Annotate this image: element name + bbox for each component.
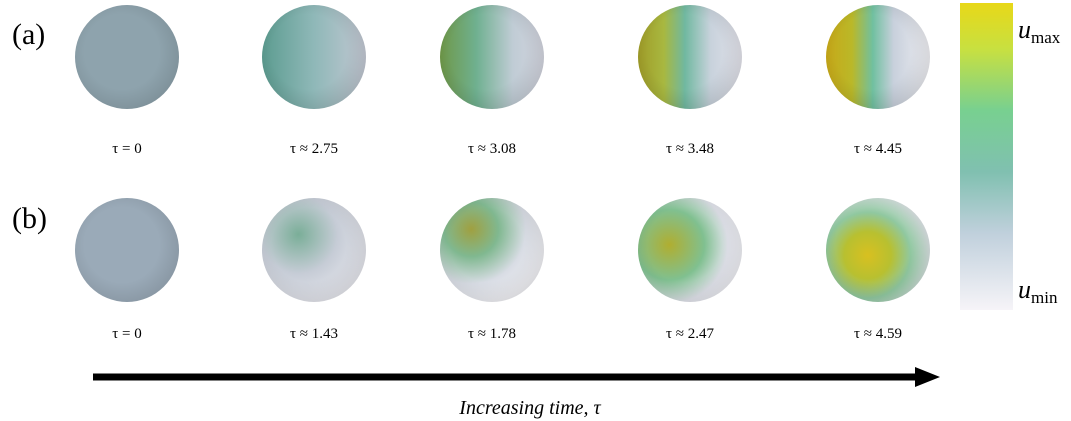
sphere-shade [262,5,366,109]
arrow-caption: Increasing time, τ [458,397,601,419]
symbol: u [1018,275,1031,304]
sphere-shade [826,5,930,109]
time-label: τ ≈ 2.47 [666,326,715,342]
colorbar [960,3,1013,310]
time-label: τ ≈ 1.78 [468,326,516,342]
panel-label: (a) [12,18,45,51]
sphere-shade [75,5,179,109]
arrow-head [915,367,940,387]
time-label: τ = 0 [112,141,142,157]
colorbar-max-label: umax [1018,15,1061,47]
panel-label: (b) [12,202,47,235]
spheres [75,5,930,302]
subscript: min [1031,288,1058,307]
sphere-shade [440,198,544,302]
symbol: u [1018,15,1031,44]
sphere-shade [638,5,742,109]
sphere-shade [638,198,742,302]
time-label: τ ≈ 4.45 [854,141,902,157]
time-label: τ = 0 [112,326,142,342]
sphere-shade [826,198,930,302]
time-label: τ ≈ 4.59 [854,326,902,342]
subscript: max [1031,28,1061,47]
sphere-shade [262,198,366,302]
time-label: τ ≈ 1.43 [290,326,338,342]
time-label: τ ≈ 3.08 [468,141,516,157]
time-label: τ ≈ 2.75 [290,141,338,157]
time-label: τ ≈ 3.48 [666,141,714,157]
sphere-shade [440,5,544,109]
colorbar-min-label: umin [1018,275,1058,307]
sphere-shade [75,198,179,302]
